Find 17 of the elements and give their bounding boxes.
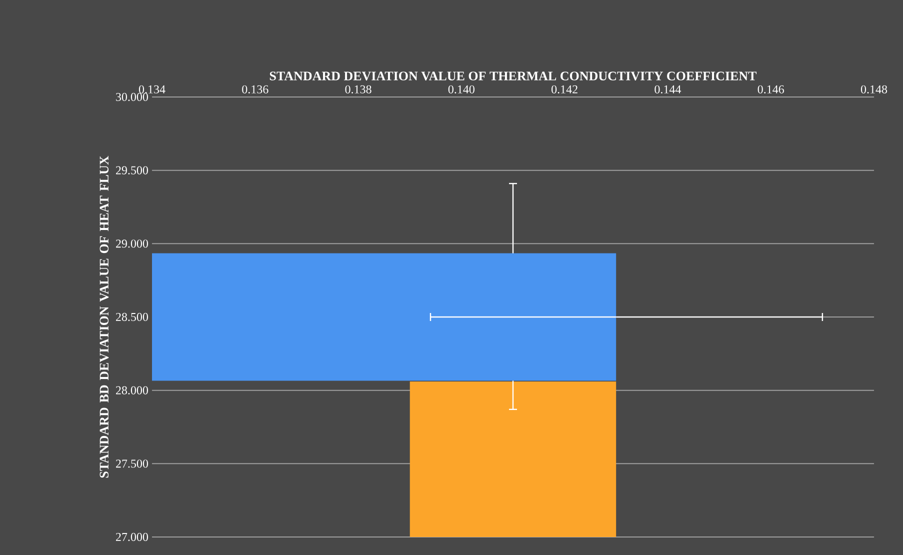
x-tick-label: 0.134 (138, 85, 166, 94)
y-tick-label: 27.500 (116, 460, 148, 468)
y-tick-label: 28.000 (116, 386, 148, 394)
x-tick-label: 0.138 (345, 85, 372, 94)
x-tick-label: 0.136 (242, 85, 268, 94)
x-tick-label: 0.146 (758, 85, 784, 94)
x-tick-label: 0.140 (448, 85, 474, 94)
x-tick-label: 0.142 (552, 85, 578, 94)
y-tick-label: 29.000 (116, 240, 148, 248)
y-tick-label: 28.500 (116, 312, 148, 322)
y-tick-label: 27.000 (116, 532, 148, 542)
y-axis-title: STANDARD BD DEVIATION VALUE OF HEAT FLUX (100, 156, 109, 478)
y-tick-label: 30.000 (116, 92, 148, 102)
x-tick-label: 0.148 (860, 85, 888, 94)
x-tick-label: 0.144 (654, 85, 682, 94)
x-axis-title: STANDARD DEVIATION VALUE OF THERMAL CONDUCTIVITY COEFFICIENT (270, 72, 757, 80)
y-tick-label: 29.500 (116, 166, 148, 174)
